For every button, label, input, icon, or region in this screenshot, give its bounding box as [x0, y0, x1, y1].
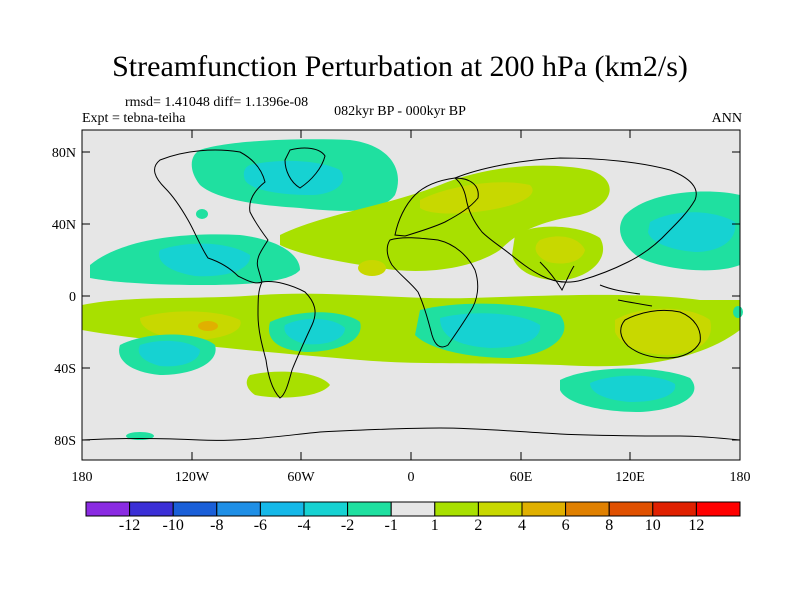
colorbar-swatch: [129, 501, 174, 517]
neg-core-southern-ocean: [590, 375, 676, 402]
axis-ticks: [81, 130, 741, 460]
coastline-greenland: [284, 147, 326, 189]
colorbar-swatch: [521, 501, 567, 517]
y-label-40S: 40S: [54, 362, 76, 377]
colorbar-tick-label: 6: [561, 517, 570, 534]
neg-core-south-atlantic: [284, 318, 345, 345]
colorbar-swatch: [390, 501, 436, 517]
pos-core-eurasia: [420, 182, 533, 214]
coastline-north-america: [154, 149, 269, 284]
x-label-120W: 120W: [175, 470, 210, 485]
colorbar-tick-label: -2: [340, 517, 355, 534]
coastline-australia: [620, 309, 701, 359]
coastline-antarctica: [81, 427, 741, 441]
colorbar-swatch: [85, 501, 131, 517]
y-label-0: 0: [69, 290, 76, 305]
x-label-180e: 180: [730, 470, 751, 485]
coastline-africa: [386, 237, 479, 348]
colorbar-swatch: [652, 501, 697, 517]
colorbar-tick-label: 8: [605, 517, 614, 534]
rmsd-label: rmsd= 1.41048 diff= 1.1396e-08: [125, 95, 309, 110]
coastline-indonesia: [599, 284, 653, 307]
neg-spot-equatorial-east: [733, 306, 743, 318]
pos-region-south-atlantic: [246, 371, 330, 398]
colorbar-swatch: [608, 501, 654, 517]
x-axis-labels: 180 120W 60W 0 60E 120E 180: [72, 470, 751, 485]
colorbar-tick-label: -12: [118, 517, 141, 534]
x-label-60W: 60W: [287, 470, 315, 485]
y-label-40N: 40N: [52, 218, 76, 233]
plot-title: Streamfunction Perturbation at 200 hPa (…: [112, 50, 688, 83]
colorbar-tick-label: -4: [297, 517, 311, 534]
y-label-80S: 80S: [54, 434, 76, 449]
neg-core-indian: [440, 313, 541, 348]
pos-core-south-pacific: [140, 311, 241, 340]
colorbar-tick-label: 4: [518, 517, 526, 534]
pos-spot-south-pacific: [198, 321, 218, 331]
y-label-80N: 80N: [52, 146, 76, 161]
neg-core-tropical-north: [159, 243, 251, 277]
neg-spot-antarctic: [126, 432, 154, 440]
neg-spot-alaska: [196, 209, 208, 219]
coastlines: [81, 147, 741, 441]
period-label: 082kyr BP - 000kyr BP: [334, 104, 466, 119]
colorbar-tick-label: 2: [474, 517, 483, 534]
neg-core-south-pacific: [138, 340, 200, 367]
y-axis-labels: 80N 40N 0 40S 80S: [52, 146, 76, 449]
x-label-120E: 120E: [615, 470, 645, 485]
colorbar-swatch: [216, 501, 261, 517]
neg-core-npacific: [648, 212, 736, 252]
colorbar-tick-label: -10: [162, 517, 184, 534]
perturbation-field: [82, 139, 743, 440]
colorbar-swatch: [695, 501, 741, 517]
colorbar-swatch: [434, 501, 479, 517]
pos-spot-nafrica: [358, 260, 386, 276]
colorbar-tick-label: 10: [644, 517, 661, 534]
colorbar: [85, 501, 741, 517]
coastline-south-america: [257, 281, 316, 399]
colorbar-tick-label: 1: [430, 517, 439, 534]
colorbar-swatch: [477, 501, 523, 517]
x-label-60E: 60E: [510, 470, 533, 485]
colorbar-tick-label: 12: [688, 517, 705, 534]
colorbar-swatch: [565, 501, 610, 517]
experiment-label: Expt = tebna-teiha: [82, 111, 186, 126]
pos-core-australia: [615, 308, 711, 355]
colorbar-swatch: [303, 501, 349, 517]
colorbar-tick-label: -1: [384, 517, 398, 534]
pos-core-asia: [535, 236, 585, 264]
colorbar-swatch: [259, 501, 305, 517]
x-label-0: 0: [408, 470, 415, 485]
coastline-asia: [454, 157, 697, 283]
season-label: ANN: [711, 111, 742, 126]
pos-band-south: [82, 293, 740, 367]
x-label-180w: 180: [72, 470, 93, 485]
colorbar-swatch: [347, 501, 392, 517]
colorbar-swatch: [172, 501, 218, 517]
coastline-europe: [394, 177, 479, 237]
colorbar-tick-label: -8: [210, 517, 224, 534]
colorbar-tick-label: -6: [253, 517, 268, 534]
coastline-india: [539, 261, 575, 292]
